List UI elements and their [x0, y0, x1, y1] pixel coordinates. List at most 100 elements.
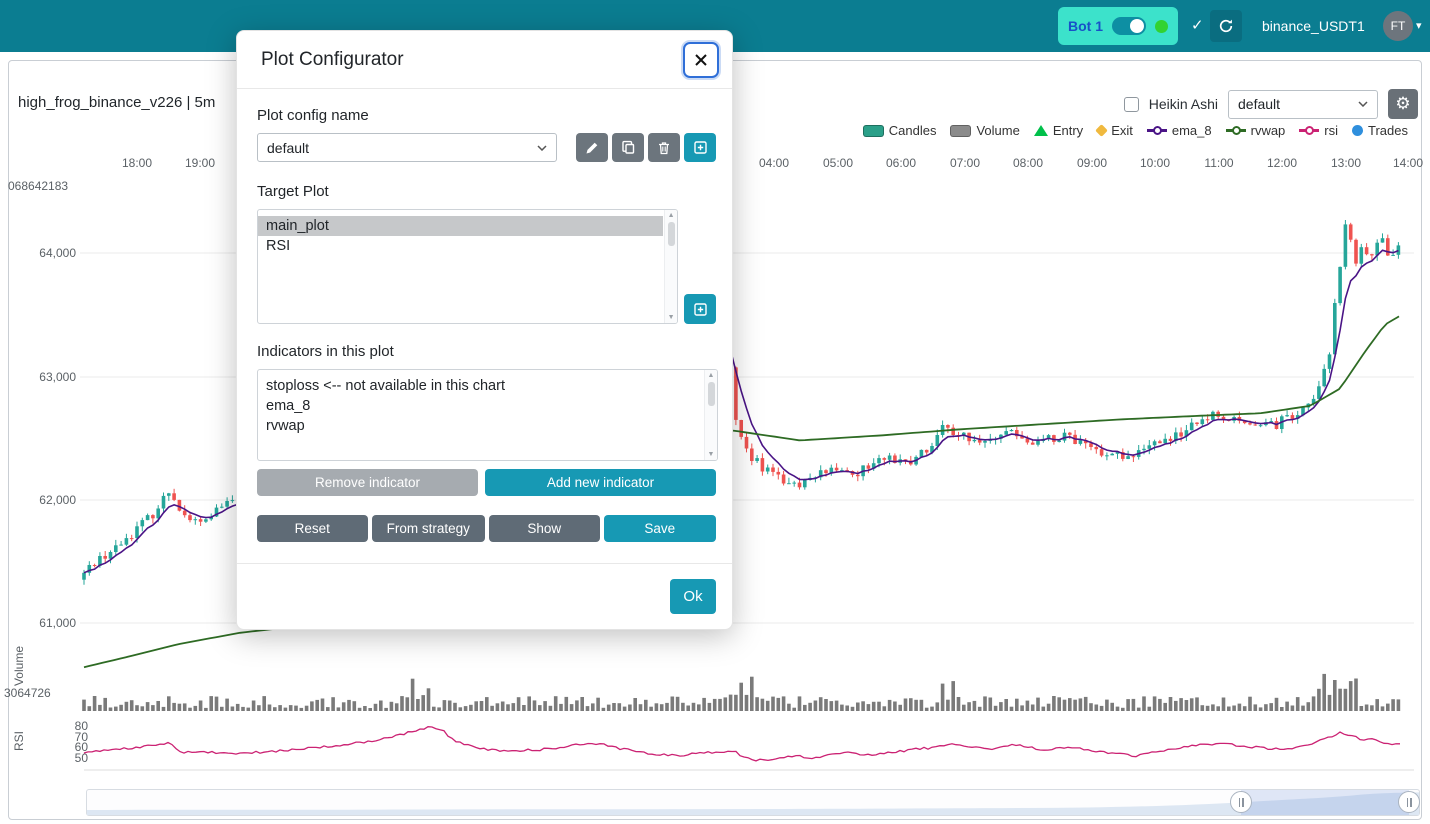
- x-axis-label: 12:00: [1266, 156, 1298, 170]
- legend-label: ema_8: [1171, 123, 1212, 138]
- list-scrollbar[interactable]: ▲ ▼: [704, 370, 717, 460]
- scroll-up-icon[interactable]: ▲: [707, 372, 715, 379]
- plus-square-icon: [693, 141, 707, 154]
- legend-item-rvwap[interactable]: rvwap: [1225, 123, 1285, 138]
- indicators-label: Indicators in this plot: [257, 343, 394, 360]
- x-axis-label: 10:00: [1139, 156, 1171, 170]
- x-axis-label: 08:00: [1012, 156, 1044, 170]
- bot-name-label: Bot 1: [1068, 18, 1103, 34]
- legend-item-entry[interactable]: Entry: [1033, 123, 1084, 138]
- check-icon: ✓: [1191, 17, 1204, 34]
- datazoom-handle-right[interactable]: [1398, 791, 1420, 813]
- list-option-ema8[interactable]: ema_8: [266, 398, 311, 414]
- edit-config-button[interactable]: [576, 133, 608, 162]
- remove-indicator-button[interactable]: Remove indicator: [257, 469, 479, 496]
- scroll-down-icon[interactable]: ▼: [707, 451, 715, 458]
- rvwap-line-icon: [1225, 126, 1246, 136]
- x-axis-label: 13:00: [1330, 156, 1362, 170]
- legend-label: Volume: [976, 123, 1020, 138]
- target-plot-list: main_plot RSI ▲ ▼: [257, 209, 679, 324]
- rsi-pane-label: RSI: [12, 731, 26, 752]
- refresh-icon: [1219, 19, 1233, 33]
- chart-settings-button[interactable]: ⚙: [1388, 89, 1418, 119]
- list-option-stoploss[interactable]: stoploss <-- not available in this chart: [266, 378, 505, 394]
- copy-icon: [621, 140, 634, 154]
- y-axis-label: 61,000: [39, 616, 76, 630]
- plot-config-name-label: Plot config name: [257, 107, 369, 124]
- y-axis-label: 64,000: [39, 246, 76, 260]
- plus-square-icon: [693, 302, 707, 316]
- y-axis-label: 62,000: [39, 493, 76, 507]
- list-scrollbar[interactable]: ▲ ▼: [664, 210, 678, 323]
- bot-toggle[interactable]: [1112, 17, 1146, 35]
- datazoom-selection[interactable]: [1241, 790, 1409, 815]
- scroll-up-icon[interactable]: ▲: [667, 212, 675, 219]
- heikin-ashi-checkbox[interactable]: [1123, 96, 1139, 112]
- bot-selector[interactable]: Bot 1: [1058, 7, 1178, 45]
- pencil-icon: [586, 142, 598, 153]
- save-button[interactable]: Save: [603, 515, 716, 542]
- legend-item-exit[interactable]: Exit: [1095, 123, 1133, 138]
- datazoom-silhouette: [87, 792, 1419, 815]
- exit-diamond-icon: [1095, 124, 1109, 137]
- config-name-select-value: default: [267, 139, 310, 156]
- legend-item-ema8[interactable]: ema_8: [1146, 123, 1212, 138]
- delete-config-button[interactable]: [648, 133, 680, 162]
- x-axis-label: 04:00: [758, 156, 790, 170]
- legend-label: Entry: [1052, 123, 1084, 138]
- x-axis-label: 07:00: [949, 156, 981, 170]
- scroll-thumb[interactable]: [667, 222, 675, 246]
- x-axis-label: 09:00: [1076, 156, 1108, 170]
- legend-item-volume[interactable]: Volume: [950, 123, 1020, 138]
- rsi-tick-label: 50: [74, 751, 88, 765]
- y-axis-label: 63,000: [39, 370, 76, 384]
- legend-item-candles[interactable]: Candles: [862, 123, 937, 138]
- rsi-line-icon: [1299, 126, 1320, 136]
- datazoom-slider[interactable]: [86, 789, 1420, 816]
- add-plot-button[interactable]: [684, 294, 716, 324]
- user-avatar[interactable]: FT: [1383, 11, 1413, 41]
- candles-swatch-icon: [862, 124, 884, 137]
- from-strategy-button[interactable]: From strategy: [371, 515, 485, 542]
- legend-label: rsi: [1324, 123, 1339, 138]
- bot-online-dot-icon: [1155, 19, 1168, 33]
- legend-item-rsi[interactable]: rsi: [1299, 123, 1338, 138]
- plot-config-dropdown-value: default: [1238, 96, 1281, 112]
- x-axis-label: 19:00: [184, 156, 216, 170]
- reset-button[interactable]: Reset: [257, 515, 368, 542]
- add-config-button[interactable]: [684, 133, 716, 162]
- heikin-ashi-label: Heikin Ashi: [1148, 96, 1218, 112]
- ok-button[interactable]: Ok: [670, 579, 716, 614]
- legend-item-trades[interactable]: Trades: [1352, 123, 1408, 138]
- chart-title: high_frog_binance_v226 | 5m: [18, 94, 216, 111]
- x-axis-label: 14:00: [1392, 156, 1424, 170]
- volume-axis-label: 3064726: [4, 686, 51, 700]
- list-option-main-plot[interactable]: main_plot: [258, 216, 664, 236]
- scroll-thumb[interactable]: [707, 382, 715, 406]
- plot-config-dropdown[interactable]: default: [1228, 89, 1378, 119]
- config-name-select[interactable]: default: [257, 133, 557, 162]
- x-axis-label: 06:00: [885, 156, 917, 170]
- close-icon: [695, 54, 707, 66]
- bot-account-label: binance_USDT1: [1262, 18, 1365, 34]
- list-option-rsi[interactable]: RSI: [266, 238, 291, 254]
- volume-pane-label: Volume: [12, 646, 26, 687]
- duplicate-config-button[interactable]: [612, 133, 644, 162]
- chevron-down-icon: [1358, 101, 1368, 107]
- x-axis-label: 11:00: [1204, 156, 1234, 170]
- legend-label: Candles: [888, 123, 937, 138]
- add-indicator-button[interactable]: Add new indicator: [485, 469, 716, 496]
- reload-button[interactable]: [1210, 10, 1242, 42]
- user-menu-caret-icon[interactable]: ▾: [1416, 20, 1422, 32]
- modal-title: Plot Configurator: [261, 48, 404, 70]
- close-button[interactable]: [683, 42, 719, 78]
- chevron-down-icon: [537, 144, 547, 151]
- list-option-rvwap[interactable]: rvwap: [266, 418, 305, 434]
- legend-label: Trades: [1368, 123, 1408, 138]
- y-axis-label-top: 068642183: [8, 179, 69, 193]
- ema8-line-icon: [1146, 126, 1167, 136]
- datazoom-handle-left[interactable]: [1230, 791, 1252, 813]
- show-button[interactable]: Show: [489, 515, 600, 542]
- trash-icon: [659, 141, 669, 154]
- scroll-down-icon[interactable]: ▼: [667, 314, 675, 321]
